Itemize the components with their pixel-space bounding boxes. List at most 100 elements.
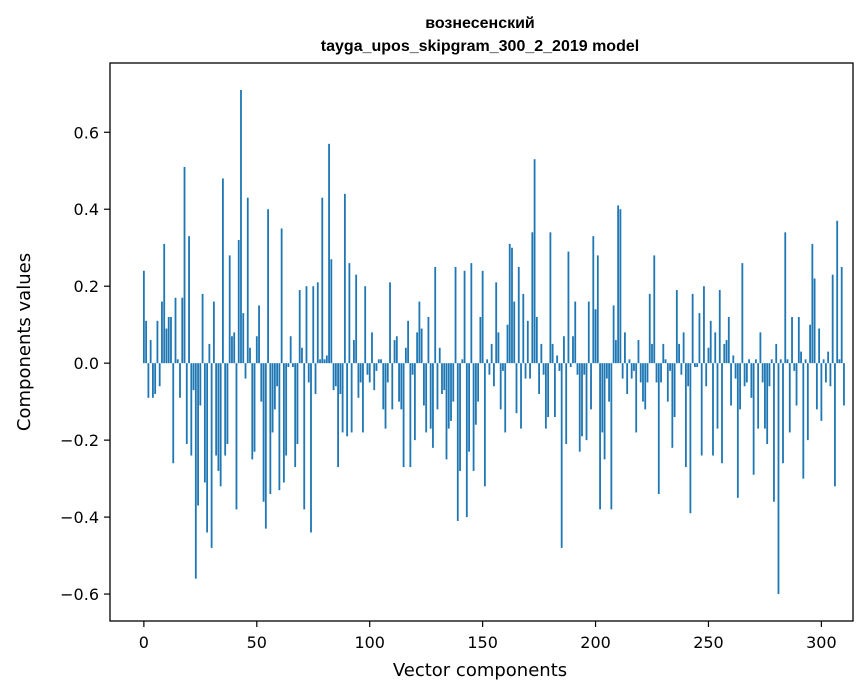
bar [212,301,215,364]
bar [330,259,333,364]
bar [639,363,642,383]
bar [745,363,748,383]
bar [418,301,421,364]
bar [664,359,667,364]
bar [298,290,301,364]
bar [235,363,238,510]
bar [398,363,400,402]
bar [258,305,260,364]
x-tick-label: 200 [580,633,611,652]
bar [404,347,407,364]
bar [809,324,811,364]
bar [838,359,841,364]
bar [486,359,489,364]
bar [152,363,154,398]
bar [590,363,592,410]
bar [382,363,385,410]
bar [567,251,570,364]
bar [754,359,757,364]
bar [420,328,423,364]
bar [779,359,782,364]
bar [581,363,583,437]
bar [840,266,843,364]
bar [188,236,190,364]
bar [154,363,157,394]
bar [282,363,285,483]
bar [273,363,276,410]
bar [603,363,606,460]
bar [811,243,814,364]
bar [714,332,717,364]
bar [680,363,683,375]
bar [402,363,405,468]
y-tick-label: 0.4 [74,200,99,219]
bar [684,363,687,468]
bar [768,363,771,387]
x-tick-label: 50 [247,633,267,652]
bar [698,313,701,364]
bar [572,336,574,364]
bar [253,363,256,452]
bar [716,363,719,429]
bar [441,363,443,394]
bar [736,363,739,498]
bar [524,363,527,379]
bar [721,363,723,464]
bar [149,340,152,364]
bar [504,363,507,433]
bar [208,343,211,364]
bar [310,363,312,533]
bar [325,355,328,364]
bar [741,263,744,364]
bar [610,363,613,510]
bar [445,363,448,460]
x-axis-label: Vector components [393,660,567,681]
bar [334,363,337,387]
bar [409,363,412,468]
bar [831,274,834,364]
bar [461,359,464,364]
bar [339,363,342,394]
bar [761,363,764,383]
bar [601,363,604,433]
bar [682,332,685,364]
bar [337,363,339,468]
y-tick-label: −0.6 [60,585,99,604]
bar [359,363,362,383]
bar [411,363,414,375]
bar [343,193,346,364]
bar [752,363,755,475]
bar [725,340,728,364]
bar [377,359,380,364]
bar [237,240,240,364]
bar [391,363,394,410]
x-axis-ticks: 0 50 100 150 200 250 300 [139,621,837,652]
bar [506,324,509,364]
plot-frame [109,62,854,622]
bar [170,316,172,364]
bar [694,363,696,368]
bar [804,359,807,364]
y-tick-label: −0.4 [60,508,99,527]
bar [599,363,601,510]
bar [165,328,168,364]
bar [400,363,403,410]
bar [786,359,789,364]
bar [696,363,699,368]
bar [540,343,543,364]
bar [574,301,577,364]
bar [215,363,218,456]
bar [179,363,181,398]
bar [357,363,360,398]
bar [703,286,705,364]
bar [210,363,213,548]
bar [797,316,800,364]
bar [813,278,816,364]
bar [264,363,267,529]
bar [174,297,177,364]
bar [483,363,486,487]
bar [782,363,784,464]
bar [538,363,540,394]
bar [228,255,231,364]
